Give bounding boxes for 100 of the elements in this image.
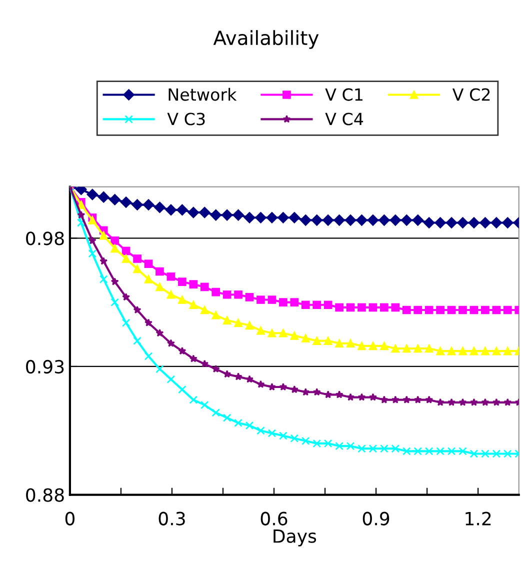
point — [166, 272, 176, 281]
point — [109, 194, 120, 206]
point — [212, 364, 220, 373]
point — [391, 303, 400, 312]
x-tick-label: 0.6 — [260, 512, 288, 526]
point — [458, 398, 467, 406]
point — [246, 375, 254, 383]
legend-label: Network — [168, 88, 237, 101]
point — [279, 298, 288, 306]
point — [391, 344, 400, 353]
point — [380, 342, 388, 350]
point — [490, 217, 502, 228]
point — [358, 444, 366, 453]
point — [470, 346, 478, 356]
point — [425, 396, 434, 404]
x-tick-label: 1.2 — [466, 512, 491, 526]
point — [279, 382, 288, 391]
point — [156, 328, 164, 337]
point — [234, 418, 242, 428]
point — [458, 306, 467, 314]
point — [110, 236, 120, 245]
point — [424, 306, 434, 314]
point — [268, 429, 276, 438]
point — [99, 275, 108, 284]
point — [346, 303, 355, 312]
point — [110, 244, 120, 253]
point — [88, 216, 97, 224]
point — [335, 303, 344, 312]
legend-label: V C1 — [325, 88, 362, 101]
point — [492, 398, 500, 406]
point — [481, 398, 490, 406]
point — [436, 398, 444, 406]
point — [402, 344, 411, 353]
point — [335, 390, 344, 398]
point — [346, 442, 355, 450]
point — [122, 254, 130, 263]
point — [232, 209, 244, 221]
point — [189, 300, 198, 310]
point — [346, 339, 355, 348]
point — [492, 346, 501, 356]
point — [414, 344, 422, 353]
point — [122, 293, 130, 301]
point — [468, 217, 480, 228]
point — [481, 306, 490, 314]
point — [480, 217, 491, 228]
point — [110, 298, 120, 306]
point — [133, 306, 142, 314]
point — [268, 296, 276, 304]
point — [245, 321, 254, 330]
x-tick-label: 0.3 — [158, 512, 185, 526]
point — [380, 396, 388, 404]
point — [189, 396, 198, 404]
point — [356, 214, 368, 226]
point — [301, 334, 310, 342]
point — [502, 217, 514, 228]
point — [312, 300, 322, 310]
point — [367, 214, 379, 226]
point — [189, 354, 198, 362]
point — [436, 306, 444, 314]
point — [132, 199, 143, 210]
point — [447, 346, 456, 356]
point — [256, 380, 265, 388]
point — [458, 346, 467, 356]
point — [133, 336, 142, 345]
point — [176, 204, 188, 216]
point — [380, 303, 388, 312]
point — [99, 231, 108, 240]
point — [414, 447, 422, 456]
point — [122, 318, 130, 328]
point — [156, 364, 164, 374]
point — [200, 400, 209, 410]
point — [368, 342, 378, 350]
point — [166, 290, 176, 299]
point — [492, 306, 501, 314]
point — [446, 217, 458, 228]
point — [279, 328, 288, 338]
point — [222, 290, 232, 299]
point — [212, 310, 220, 320]
point — [245, 293, 254, 302]
point — [402, 396, 411, 404]
point — [390, 214, 402, 226]
point — [133, 254, 142, 263]
point — [457, 217, 468, 228]
point — [234, 290, 242, 299]
point — [244, 212, 256, 224]
point — [302, 388, 310, 396]
legend-label: V C4 — [325, 112, 364, 126]
point — [311, 214, 322, 226]
point — [492, 450, 501, 458]
point — [256, 426, 265, 435]
point — [266, 212, 278, 224]
point — [503, 450, 512, 458]
point — [335, 339, 344, 348]
point — [434, 217, 446, 228]
point — [334, 214, 345, 226]
point — [86, 188, 98, 200]
point — [424, 447, 434, 456]
point — [412, 214, 424, 226]
point — [290, 385, 298, 394]
point — [165, 204, 177, 216]
